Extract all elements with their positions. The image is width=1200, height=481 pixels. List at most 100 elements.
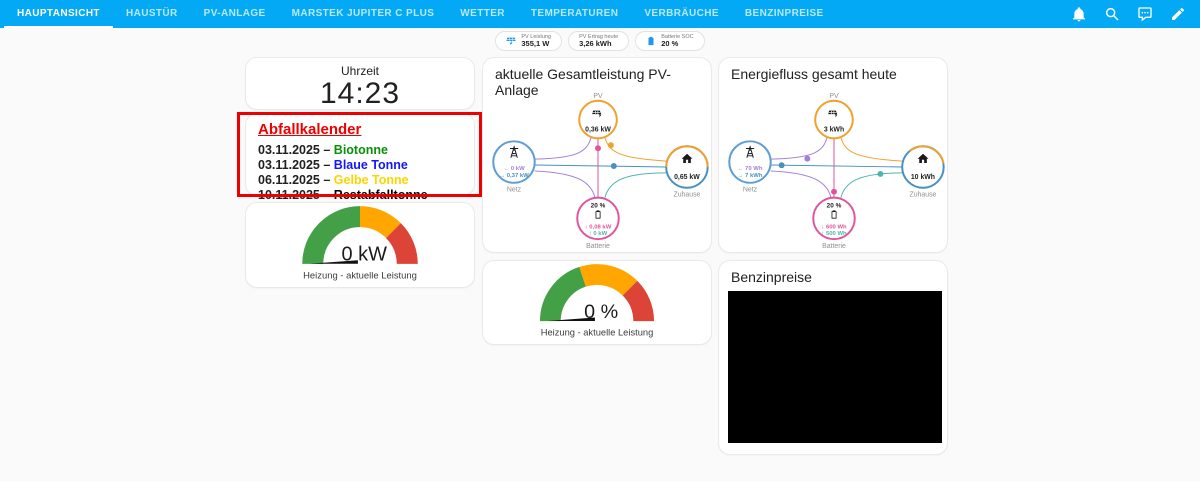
waste-calendar-card: Abfallkalender 03.11.2025 – Biotonne 03.…	[245, 113, 475, 202]
battery-discharge-value: ↓ 600 Wh	[821, 224, 847, 230]
flow-dot-blue	[778, 162, 785, 169]
clock-time: 14:23	[319, 77, 401, 110]
heating-percent-gauge-card[interactable]: 0 % Heizung - aktuelle Leistung	[482, 260, 712, 345]
tab-pv-anlage[interactable]: PV-ANLAGE	[203, 7, 266, 19]
node-pv[interactable]: PV 3 kWh	[814, 93, 854, 140]
battery-soc-value: 20 %	[591, 203, 606, 210]
node-battery[interactable]: 20 % ↓ 600 Wh ↑ 500 Wh Batterie	[812, 196, 856, 250]
notifications-bell-icon[interactable]	[1071, 6, 1087, 22]
gauge-value: 0 kW	[341, 244, 387, 266]
chip-label: PV Ertrag heute	[579, 33, 619, 40]
node-label: PV	[829, 93, 839, 100]
status-chip-row: PV Leistung 355,1 W PV Ertrag heute 3,26…	[0, 31, 1200, 51]
gauge-amber-segment	[579, 264, 638, 296]
clock-label: Uhrzeit	[340, 64, 379, 78]
tab-benzinpreise[interactable]: BENZINPREISE	[744, 7, 824, 19]
node-grid[interactable]: ← 70 Wh → 7 kWh Netz	[728, 140, 772, 194]
flow-pv-to-home	[604, 137, 667, 162]
waste-separator: –	[323, 143, 331, 157]
chip-pv-ertrag-heute[interactable]: PV Ertrag heute 3,26 kWh	[568, 31, 630, 51]
node-value: 0,65 kW	[674, 174, 700, 181]
solar-panel-icon	[828, 110, 838, 118]
waste-entry: 10.11.2025 – Restabfalltonne	[258, 188, 462, 203]
node-label: Netz	[507, 187, 522, 194]
fuel-prices-image-redacted	[728, 291, 942, 443]
battery-charge-value: ↑ 0 kW	[589, 231, 608, 237]
edit-pencil-icon[interactable]	[1170, 6, 1186, 22]
node-label: PV	[593, 93, 603, 100]
flow-battery-to-home	[840, 172, 903, 198]
waste-bin-name: Blaue Tonne	[333, 158, 408, 172]
flow-grid-to-battery	[770, 170, 832, 198]
waste-date: 06.11.2025	[258, 173, 320, 187]
flow-pv-to-grid	[534, 137, 592, 160]
flow-grid-to-home	[534, 164, 667, 168]
flow-dot-orange	[607, 142, 614, 149]
waste-calendar-title: Abfallkalender	[258, 121, 362, 138]
card-title: Benzinpreise	[731, 269, 812, 285]
node-label: Batterie	[822, 243, 846, 250]
chip-label: PV Leistung	[521, 33, 552, 40]
flow-dot-teal	[877, 170, 884, 177]
tab-verbraeuche[interactable]: VERBRÄUCHE	[644, 7, 719, 19]
home-icon	[681, 153, 693, 164]
gauge: 0 % Heizung - aktuelle Leistung	[539, 264, 655, 338]
node-value: 0,36 kW	[585, 126, 611, 133]
tab-hauptansicht[interactable]: HAUPTANSICHT	[4, 0, 113, 28]
tab-marstek-jupiter-c-plus[interactable]: MARSTEK JUPITER C PLUS	[291, 7, 435, 19]
flow-battery-to-home	[604, 172, 667, 198]
waste-bin-name: Restabfalltonne	[333, 188, 428, 202]
flow-grid-to-home	[770, 164, 903, 168]
node-home[interactable]: 10 kWh Zuhause	[894, 138, 949, 199]
waste-separator: –	[323, 188, 331, 202]
tab-haustuer[interactable]: HAUSTÜR	[125, 7, 178, 19]
gauge-red-segment	[385, 223, 418, 265]
waste-bin-name: Gelbe Tonne	[333, 173, 409, 187]
flow-grid-to-battery	[534, 170, 596, 198]
node-pv[interactable]: PV 0,36 kW	[578, 93, 618, 140]
battery-charge-value: ↑ 500 Wh	[821, 231, 847, 237]
gauge-red-segment	[622, 280, 655, 322]
waste-separator: –	[323, 158, 331, 172]
waste-entry: 03.11.2025 – Blaue Tonne	[258, 158, 462, 173]
battery-icon	[595, 210, 601, 219]
assist-chat-icon[interactable]	[1137, 6, 1153, 22]
card-title: aktuelle Gesamtleistung PV-Anlage	[495, 66, 671, 98]
grid-export-value: ← 70 Wh	[738, 166, 763, 172]
gauge-label: Heizung - aktuelle Leistung	[541, 328, 654, 338]
transmission-tower-icon	[746, 145, 755, 158]
node-label: Netz	[743, 187, 758, 194]
battery-discharge-value: ↓ 0,08 kW	[585, 224, 612, 230]
grid-export-value: ← 0 kW	[503, 166, 525, 172]
chip-pv-leistung[interactable]: PV Leistung 355,1 W	[495, 31, 563, 51]
gauge-green-segment	[539, 266, 587, 322]
waste-bin-name: Biotonne	[333, 143, 388, 157]
dashboard-tabs: HAUPTANSICHT HAUSTÜR PV-ANLAGE MARSTEK J…	[0, 0, 1071, 28]
battery-soc-value: 20 %	[827, 203, 842, 210]
energy-flow-diagram: PV 3 kWh ← 70 Wh → 7 kWh Netz 10 kWh	[728, 93, 949, 250]
chip-batterie-soc[interactable]: Batterie SOC 20 %	[635, 31, 705, 51]
node-label: Zuhause	[673, 192, 700, 199]
app-header: HAUPTANSICHT HAUSTÜR PV-ANLAGE MARSTEK J…	[0, 0, 1200, 28]
energy-flow-diagram: PV 0,36 kW ← 0 kW → 0,37 kW Netz 0,65 kW	[492, 93, 709, 250]
waste-entry: 06.11.2025 – Gelbe Tonne	[258, 173, 462, 188]
energy-flow-today-card: Energiefluss gesamt heute PV 3 kWh ← 70 …	[718, 57, 948, 253]
chip-label: Batterie SOC	[661, 33, 694, 40]
gauge: 0 kW Heizung - aktuelle Leistung	[302, 206, 418, 282]
search-icon[interactable]	[1104, 6, 1120, 22]
flow-dot-pink	[831, 188, 837, 195]
waste-date: 03.11.2025	[258, 143, 320, 157]
home-solar-ring-share	[665, 145, 709, 189]
waste-date: 10.11.2025	[258, 188, 320, 202]
node-home[interactable]: 0,65 kW Zuhause	[665, 145, 709, 199]
node-grid[interactable]: ← 0 kW → 0,37 kW Netz	[492, 140, 536, 194]
node-value: 10 kWh	[911, 174, 935, 181]
card-title: Energiefluss gesamt heute	[731, 66, 897, 82]
heating-power-gauge-card[interactable]: 0 kW Heizung - aktuelle Leistung	[245, 202, 475, 288]
tab-wetter[interactable]: WETTER	[460, 7, 505, 19]
flow-dot-purple	[804, 155, 811, 162]
tab-temperaturen[interactable]: TEMPERATUREN	[530, 7, 619, 19]
flow-dot-pink	[595, 145, 601, 152]
waste-separator: –	[323, 173, 331, 187]
node-battery[interactable]: 20 % ↓ 0,08 kW ↑ 0 kW Batterie	[576, 196, 620, 250]
